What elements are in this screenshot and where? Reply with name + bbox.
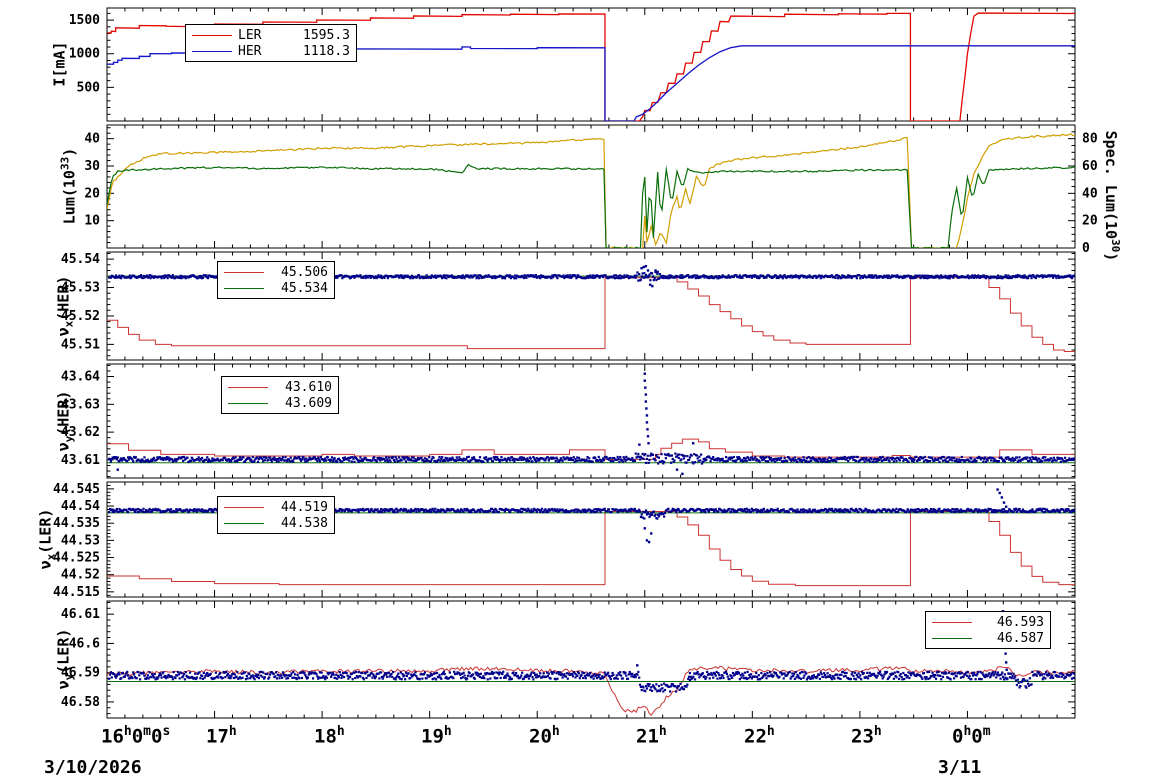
legend-value: 45.506 [281, 264, 328, 280]
x-tick-label-0h: 0h0m [952, 724, 991, 748]
legend-current: LER 1595.3 HER 1118.3 [185, 24, 357, 62]
x-tick-label-18h: 18h [314, 724, 345, 748]
legend-line-sample [192, 50, 232, 52]
legend-line-sample [228, 386, 268, 388]
x-tick-label-19h: 19h [421, 724, 452, 748]
legend-line-sample [224, 271, 264, 273]
y-axis-title-nuy-ler: νy(LER) [54, 628, 76, 690]
legend-value: 1595.3 [303, 27, 350, 43]
x-tick-label-17h: 17h [206, 724, 237, 748]
y-axis-title-spec-lum: Spec. Lum(1030) [1102, 130, 1122, 262]
legend-nux-ler: 44.519 44.538 [217, 496, 335, 534]
legend-value: 44.538 [281, 515, 328, 531]
y-axis-title-nux-ler: νx(LER) [36, 508, 58, 570]
x-tick-label-22h: 22h [744, 724, 775, 748]
legend-entry-ler: LER 1595.3 [192, 27, 350, 43]
legend-entry: 43.609 [228, 395, 332, 411]
legend-value: 43.609 [285, 395, 332, 411]
y-axis-title-luminosity: Lum(1033) [58, 147, 79, 225]
date-start: 3/10/2026 [44, 757, 142, 778]
legend-line-sample [932, 637, 972, 639]
legend-line-sample [932, 621, 972, 623]
x-tick-label-20h: 20h [529, 724, 560, 748]
legend-entry: 43.610 [228, 379, 332, 395]
date-end: 3/11 [938, 757, 982, 778]
legend-entry: 45.506 [224, 264, 328, 280]
legend-entry: 46.587 [932, 630, 1044, 646]
legend-label: LER [238, 27, 262, 43]
y-axis-title-nuy-her: νy(HER) [54, 390, 76, 452]
legend-line-sample [192, 34, 232, 36]
x-tick-label-16h: 16h0m0s [101, 724, 171, 748]
legend-value: 44.519 [281, 499, 328, 515]
x-tick-label-23h: 23h [851, 724, 882, 748]
y-axis-title-current: I[mA] [50, 41, 69, 87]
legend-entry-her: HER 1118.3 [192, 43, 350, 59]
legend-line-sample [224, 287, 264, 289]
legend-entry: 46.593 [932, 614, 1044, 630]
legend-nux-her: 45.506 45.534 [217, 261, 335, 299]
y-axis-title-nux-her: νx(HER) [54, 275, 76, 337]
legend-line-sample [224, 522, 264, 524]
legend-line-sample [228, 402, 268, 404]
legend-nuy-her: 43.610 43.609 [221, 376, 339, 414]
legend-nuy-ler: 46.593 46.587 [925, 611, 1051, 649]
legend-value: 43.610 [285, 379, 332, 395]
x-tick-label-21h: 21h [636, 724, 667, 748]
legend-line-sample [224, 506, 264, 508]
legend-value: 1118.3 [303, 43, 350, 59]
legend-label: HER [238, 43, 262, 59]
legend-value: 46.593 [997, 614, 1044, 630]
legend-value: 46.587 [997, 630, 1044, 646]
legend-value: 45.534 [281, 280, 328, 296]
legend-entry: 45.534 [224, 280, 328, 296]
legend-entry: 44.538 [224, 515, 328, 531]
legend-entry: 44.519 [224, 499, 328, 515]
